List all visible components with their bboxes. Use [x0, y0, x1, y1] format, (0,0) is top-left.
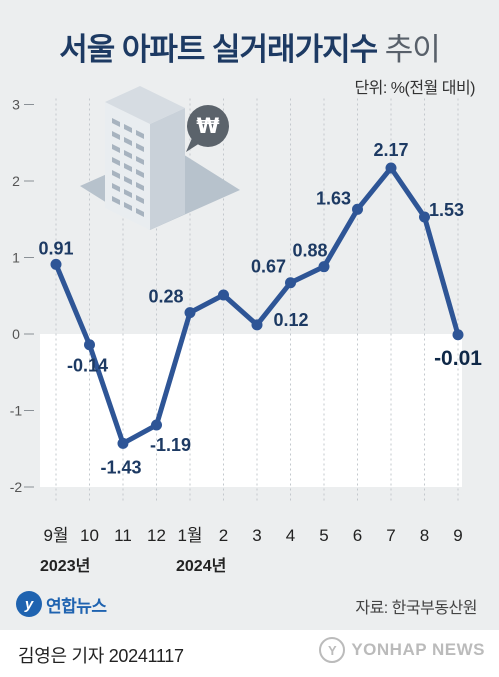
- x-tick-label: 11: [114, 526, 132, 545]
- y-tick-label: 0: [12, 326, 20, 342]
- source-note: 자료: 한국부동산원: [355, 600, 477, 617]
- data-point: [318, 261, 330, 273]
- watermark-text: YONHAP NEWS: [351, 640, 485, 659]
- x-tick-label: 8: [420, 526, 429, 545]
- x-tick-label: 9: [453, 526, 462, 545]
- x-tick-label: 5: [319, 526, 328, 545]
- won-bubble-icon: ₩: [186, 105, 229, 152]
- x-tick-label: 2: [219, 526, 228, 545]
- data-label: 0.67: [251, 257, 286, 277]
- data-label: 0.88: [292, 241, 327, 261]
- data-point: [84, 339, 95, 351]
- watermark: Y YONHAP NEWS: [319, 636, 485, 664]
- watermark-mark: Y: [319, 637, 346, 663]
- yonhap-logo: y 연합뉴스: [16, 590, 107, 618]
- byline: 김영은 기자 20241117: [18, 646, 184, 666]
- data-point: [352, 203, 363, 215]
- chart-title: 서울 아파트 실거래가지수 추이: [0, 24, 499, 69]
- data-label: 0.91: [38, 238, 73, 258]
- x-tick-label: 1월: [177, 526, 202, 545]
- data-point: [218, 289, 229, 301]
- data-point: [285, 277, 296, 289]
- x-tick-label: 6: [353, 526, 362, 545]
- data-point: [385, 162, 397, 174]
- title-main: 서울 아파트 실거래가지수: [59, 32, 378, 67]
- data-label: -0.14: [67, 356, 108, 376]
- x-tick-label: 3: [252, 526, 261, 545]
- data-label: 0.28: [148, 287, 183, 307]
- data-point: [151, 419, 162, 431]
- x-tick-label: 4: [286, 526, 295, 545]
- y-tick-label: 2: [12, 173, 20, 189]
- logo-mark: y: [16, 591, 42, 617]
- data-label: -1.19: [150, 435, 191, 455]
- data-label: 0.12: [273, 310, 308, 330]
- data-label: 1.53: [429, 200, 464, 220]
- building-icon: [80, 86, 240, 230]
- y-tick-label: -1: [10, 403, 23, 419]
- year-label-2024: 2024년: [176, 558, 227, 575]
- data-point: [419, 211, 430, 223]
- data-point: [452, 329, 464, 341]
- data-point: [251, 319, 263, 331]
- x-tick-label: 12: [147, 526, 166, 545]
- x-tick-label: 10: [80, 526, 99, 545]
- data-label: -1.43: [100, 457, 141, 477]
- y-tick-label: 3: [12, 97, 20, 113]
- logo-text: 연합뉴스: [46, 596, 107, 616]
- data-point: [50, 258, 62, 270]
- y-tick-label: 1: [12, 250, 20, 266]
- data-label: -0.01: [434, 347, 482, 370]
- data-point: [117, 437, 129, 449]
- data-point: [184, 307, 196, 319]
- x-tick-label: 7: [386, 526, 395, 545]
- data-label: 2.17: [373, 140, 408, 160]
- x-tick-label: 9월: [43, 526, 68, 545]
- unit-label: 단위: %(전월 대비): [354, 80, 475, 97]
- title-sub: 추이: [384, 32, 441, 67]
- year-label-2023: 2023년: [40, 558, 91, 575]
- y-tick-label: -2: [10, 479, 23, 495]
- data-label: 1.63: [316, 188, 351, 208]
- won-symbol: ₩: [196, 114, 219, 138]
